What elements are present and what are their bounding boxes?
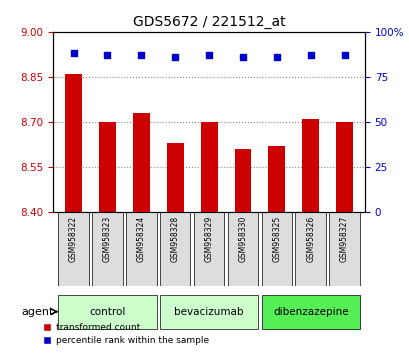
Bar [295,212,325,286]
Bar [160,212,190,286]
Text: control: control [89,307,126,316]
Point [205,52,212,58]
Text: GSM958325: GSM958325 [272,216,281,262]
Text: GSM958330: GSM958330 [238,216,247,262]
Point [239,54,246,60]
Point [138,52,144,58]
Point [104,52,110,58]
Title: GDS5672 / 221512_at: GDS5672 / 221512_at [133,16,285,29]
Bar [200,122,217,212]
Bar [58,212,89,286]
Bar [92,212,122,286]
Text: GSM958328: GSM958328 [170,216,179,262]
Text: GSM958329: GSM958329 [204,216,213,262]
Text: GSM958322: GSM958322 [69,216,78,262]
Text: GSM958323: GSM958323 [103,216,112,262]
Text: GSM958324: GSM958324 [137,216,146,262]
Bar [133,113,149,212]
Bar [126,212,156,286]
Bar [160,295,258,329]
Bar [261,295,359,329]
Bar [335,122,352,212]
Point [171,54,178,60]
Point [307,52,313,58]
Text: bevacizumab: bevacizumab [174,307,243,316]
Bar [193,212,224,286]
Bar [301,119,318,212]
Legend: transformed count, percentile rank within the sample: transformed count, percentile rank withi… [42,323,209,346]
Point [273,54,279,60]
Bar [65,74,82,212]
Bar [328,212,359,286]
Bar [166,143,183,212]
Bar [227,212,258,286]
Text: GSM958326: GSM958326 [306,216,315,262]
Text: agent: agent [22,307,54,316]
Text: GSM958327: GSM958327 [339,216,348,262]
Text: dibenzazepine: dibenzazepine [272,307,348,316]
Point [340,52,347,58]
Bar [99,122,116,212]
Bar [268,146,285,212]
Bar [58,295,156,329]
Point [70,51,77,56]
Bar [261,212,291,286]
Bar [234,149,251,212]
